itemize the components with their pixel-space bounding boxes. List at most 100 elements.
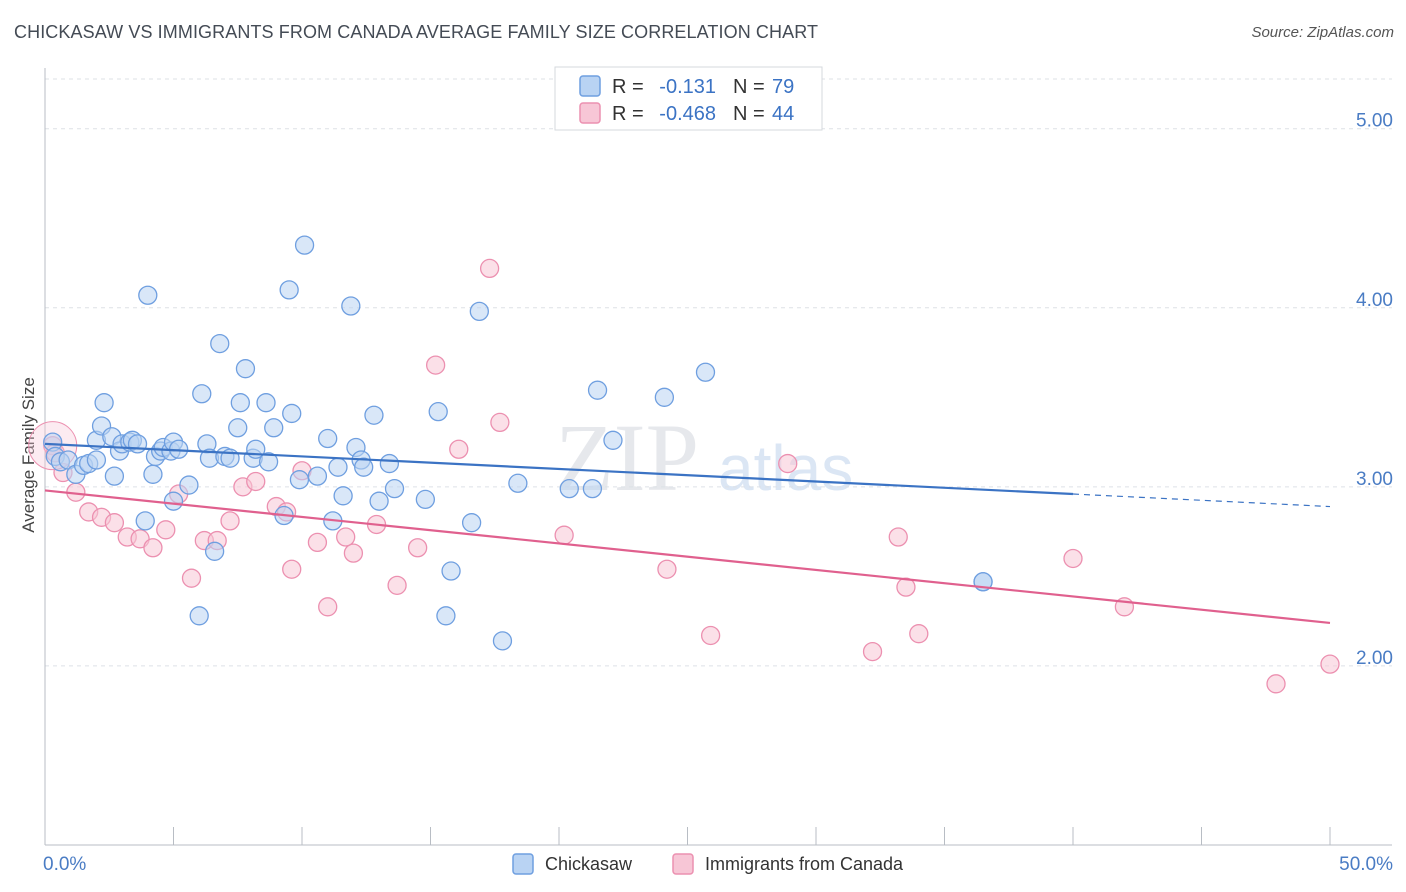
data-point xyxy=(700,625,721,646)
bottom-legend-label-chickasaw: Chickasaw xyxy=(545,854,633,874)
data-point xyxy=(469,301,489,322)
y-tick-label: 3.00 xyxy=(1356,469,1393,490)
trend-line xyxy=(44,489,1331,625)
legend: R = -0.131 N = 79 R = -0.468 N = 44 xyxy=(554,66,823,131)
data-point xyxy=(189,606,209,626)
data-point xyxy=(181,568,202,588)
data-point xyxy=(387,575,407,595)
data-point xyxy=(279,280,299,300)
watermark-zip: ZIP xyxy=(555,404,699,511)
data-point xyxy=(364,405,384,425)
data-point xyxy=(204,541,225,561)
data-point xyxy=(695,362,716,382)
data-point xyxy=(143,538,163,558)
bottom-legend-swatch-immigrants xyxy=(672,853,694,875)
data-point xyxy=(282,403,302,424)
legend-swatch-chickasaw xyxy=(579,75,601,97)
data-point xyxy=(307,532,328,553)
data-point xyxy=(341,296,361,316)
data-point xyxy=(94,393,114,413)
data-point xyxy=(235,359,256,379)
data-point xyxy=(778,453,798,474)
data-point xyxy=(461,513,482,533)
trend-line xyxy=(44,442,1074,496)
data-point xyxy=(508,473,528,493)
bottom-legend-swatch-chickasaw xyxy=(512,853,534,875)
data-point xyxy=(441,561,461,581)
data-point xyxy=(425,355,446,375)
data-point xyxy=(264,418,284,438)
data-point xyxy=(156,520,176,540)
data-point xyxy=(354,457,374,477)
data-point xyxy=(1320,654,1340,674)
data-point xyxy=(179,475,199,495)
data-point xyxy=(554,525,574,545)
tick-labels: 2.00 3.00 4.00 5.00 0.0% 50.0% xyxy=(43,111,1393,875)
data-point xyxy=(138,285,158,305)
x-tick-label-min: 0.0% xyxy=(43,854,86,875)
y-axis-title: Average Family Size xyxy=(19,377,38,533)
data-point xyxy=(336,527,356,547)
data-point xyxy=(384,479,405,499)
legend-swatch-immigrants xyxy=(579,102,601,124)
data-point xyxy=(289,470,310,490)
data-point xyxy=(1266,674,1286,694)
legend-r-value-0: -0.131 xyxy=(659,76,716,98)
legend-r-label-1: R = xyxy=(612,103,644,125)
bottom-legend-label-immigrants: Immigrants from Canada xyxy=(705,854,904,874)
source-label: Source: ZipAtlas.com xyxy=(1251,24,1394,41)
legend-n-label-1: N = xyxy=(733,103,765,125)
data-point xyxy=(449,439,469,459)
data-point xyxy=(318,428,338,449)
data-point xyxy=(135,511,155,531)
data-point xyxy=(1063,548,1083,569)
y-tick-label: 5.00 xyxy=(1356,111,1393,132)
data-point xyxy=(657,559,677,579)
legend-r-label-0: R = xyxy=(612,76,644,98)
data-point xyxy=(294,235,315,255)
data-point xyxy=(379,453,400,474)
data-point xyxy=(654,387,675,407)
data-point xyxy=(328,457,348,477)
data-point xyxy=(888,527,908,547)
legend-r-value-1: -0.468 xyxy=(659,103,716,125)
data-point xyxy=(436,606,456,626)
data-point xyxy=(86,450,107,470)
data-point xyxy=(407,538,428,558)
data-point xyxy=(127,434,148,454)
legend-n-value-1: 44 xyxy=(772,103,794,125)
y-tick-label: 4.00 xyxy=(1356,290,1393,311)
data-point xyxy=(163,491,184,511)
data-point xyxy=(143,464,163,484)
x-tick-label-max: 50.0% xyxy=(1339,854,1393,875)
data-point xyxy=(307,466,328,486)
data-point xyxy=(220,511,240,531)
data-point xyxy=(909,624,929,644)
data-point xyxy=(228,418,248,438)
data-point xyxy=(192,384,212,404)
data-point xyxy=(333,486,353,506)
data-point xyxy=(258,452,279,472)
data-point xyxy=(492,631,513,651)
trend-line-extension xyxy=(1072,493,1331,508)
trend-lines xyxy=(44,442,1331,625)
data-point xyxy=(318,597,338,617)
data-point xyxy=(104,513,125,533)
y-tick-label: 2.00 xyxy=(1356,648,1393,669)
legend-n-label-0: N = xyxy=(733,76,765,98)
data-point xyxy=(490,412,510,433)
data-point xyxy=(587,380,608,400)
data-point xyxy=(603,430,623,450)
data-point xyxy=(282,559,302,579)
data-point xyxy=(343,543,364,563)
chart-title: CHICKASAW VS IMMIGRANTS FROM CANADA AVER… xyxy=(14,22,819,42)
data-point xyxy=(428,402,448,422)
data-point xyxy=(369,491,389,511)
watermark: ZIP atlas xyxy=(555,404,853,511)
data-point xyxy=(210,333,230,354)
data-point xyxy=(862,641,883,662)
data-point xyxy=(415,489,436,510)
data-point xyxy=(256,393,276,413)
data-point xyxy=(104,466,125,486)
